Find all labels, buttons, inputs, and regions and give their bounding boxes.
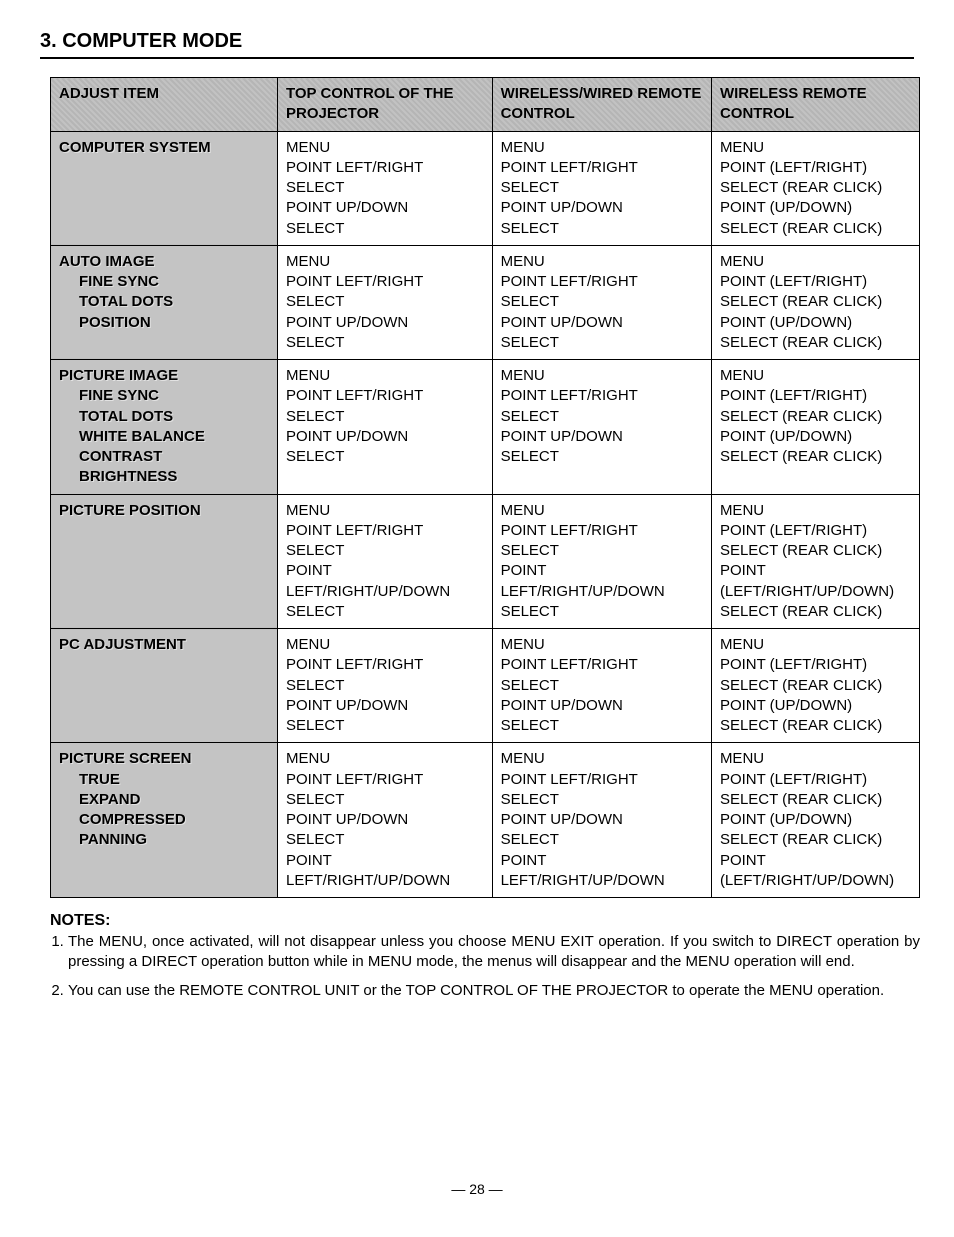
cell-c2: MENUPOINT LEFT/RIGHTSELECTPOINT UP/DOWNS… [492, 360, 711, 495]
cell-c2: MENUPOINT LEFT/RIGHTSELECTPOINT LEFT/RIG… [492, 494, 711, 629]
cell-c3: MENUPOINT (LEFT/RIGHT)SELECT (REAR CLICK… [711, 131, 919, 245]
row-label: PC ADJUSTMENT [51, 629, 278, 743]
cell-c1: MENUPOINT LEFT/RIGHTSELECTPOINT UP/DOWNS… [278, 131, 493, 245]
table-row: PICTURE POSITION MENUPOINT LEFT/RIGHTSELE… [51, 494, 920, 629]
cell-c1: MENUPOINT LEFT/RIGHTSELECTPOINT UP/DOWNS… [278, 743, 493, 898]
row-label-sub: TOTAL DOTS [59, 407, 269, 427]
cell-c3: MENUPOINT (LEFT/RIGHT)SELECT (REAR CLICK… [711, 629, 919, 743]
note-item: You can use the REMOTE CONTROL UNIT or t… [68, 981, 920, 1001]
row-label-main: PICTURE SCREEN [59, 750, 192, 767]
cell-c2: MENUPOINT LEFT/RIGHTSELECTPOINT UP/DOWNS… [492, 131, 711, 245]
row-label-sub: BRIGHTNESS [59, 467, 269, 487]
row-label-sub: PANNING [59, 830, 269, 850]
header-adjust-item: ADJUST ITEM [51, 78, 278, 132]
table-row: PC ADJUSTMENT MENUPOINT LEFT/RIGHTSELECTP… [51, 629, 920, 743]
row-label-sub: POSITION [59, 313, 269, 333]
row-label-main: COMPUTER SYSTEM [59, 139, 211, 156]
table-row: PICTURE SCREEN TRUEEXPANDCOMPRESSEDPANNIN… [51, 743, 920, 898]
cell-c3: MENUPOINT (LEFT/RIGHT)SELECT (REAR CLICK… [711, 494, 919, 629]
cell-c1: MENUPOINT LEFT/RIGHTSELECTPOINT UP/DOWNS… [278, 629, 493, 743]
cell-c3: MENUPOINT (LEFT/RIGHT)SELECT (REAR CLICK… [711, 245, 919, 359]
note-item: The MENU, once activated, will not disap… [68, 932, 920, 971]
section-title: 3. COMPUTER MODE [40, 30, 914, 59]
cell-c1: MENUPOINT LEFT/RIGHTSELECTPOINT LEFT/RIG… [278, 494, 493, 629]
row-label-main: PC ADJUSTMENT [59, 636, 186, 653]
table-row: AUTO IMAGE FINE SYNCTOTAL DOTSPOSITION MEN… [51, 245, 920, 359]
row-label-sub: TOTAL DOTS [59, 292, 269, 312]
row-label: COMPUTER SYSTEM [51, 131, 278, 245]
row-label-sub: FINE SYNC [59, 386, 269, 406]
row-label: PICTURE SCREEN TRUEEXPANDCOMPRESSEDPANNIN… [51, 743, 278, 898]
cell-c2: MENUPOINT LEFT/RIGHTSELECTPOINT UP/DOWNS… [492, 743, 711, 898]
cell-c1: MENUPOINT LEFT/RIGHTSELECTPOINT UP/DOWNS… [278, 245, 493, 359]
row-label-sub: TRUE [59, 770, 269, 790]
row-label-main: PICTURE POSITION [59, 502, 201, 519]
cell-c3: MENUPOINT (LEFT/RIGHT)SELECT (REAR CLICK… [711, 360, 919, 495]
cell-c2: MENUPOINT LEFT/RIGHTSELECTPOINT UP/DOWNS… [492, 629, 711, 743]
cell-c3: MENUPOINT (LEFT/RIGHT)SELECT (REAR CLICK… [711, 743, 919, 898]
row-label-sub: COMPRESSED [59, 810, 269, 830]
header-top-control: TOP CONTROL OF THE PROJECTOR [278, 78, 493, 132]
table-row: COMPUTER SYSTEM MENUPOINT LEFT/RIGHTSELEC… [51, 131, 920, 245]
row-label: PICTURE POSITION [51, 494, 278, 629]
row-label-sub: FINE SYNC [59, 272, 269, 292]
row-label: PICTURE IMAGE FINE SYNCTOTAL DOTSWHITE BA… [51, 360, 278, 495]
notes-section: NOTES: The MENU, once activated, will no… [50, 912, 920, 1001]
table-row: PICTURE IMAGE FINE SYNCTOTAL DOTSWHITE BA… [51, 360, 920, 495]
header-wireless: WIRELESS REMOTE CONTROL [711, 78, 919, 132]
row-label-sub: WHITE BALANCE [59, 427, 269, 447]
cell-c1: MENUPOINT LEFT/RIGHTSELECTPOINT UP/DOWNS… [278, 360, 493, 495]
row-label: AUTO IMAGE FINE SYNCTOTAL DOTSPOSITION [51, 245, 278, 359]
page-number: — 28 — [40, 1181, 914, 1197]
row-label-sub: EXPAND [59, 790, 269, 810]
row-label-main: AUTO IMAGE [59, 253, 155, 270]
header-wireless-wired: WIRELESS/WIRED REMOTE CONTROL [492, 78, 711, 132]
row-label-main: PICTURE IMAGE [59, 367, 178, 384]
notes-heading: NOTES: [50, 912, 920, 930]
row-label-sub: CONTRAST [59, 447, 269, 467]
cell-c2: MENUPOINT LEFT/RIGHTSELECTPOINT UP/DOWNS… [492, 245, 711, 359]
computer-mode-table: ADJUST ITEM TOP CONTROL OF THE PROJECTOR… [50, 77, 920, 898]
